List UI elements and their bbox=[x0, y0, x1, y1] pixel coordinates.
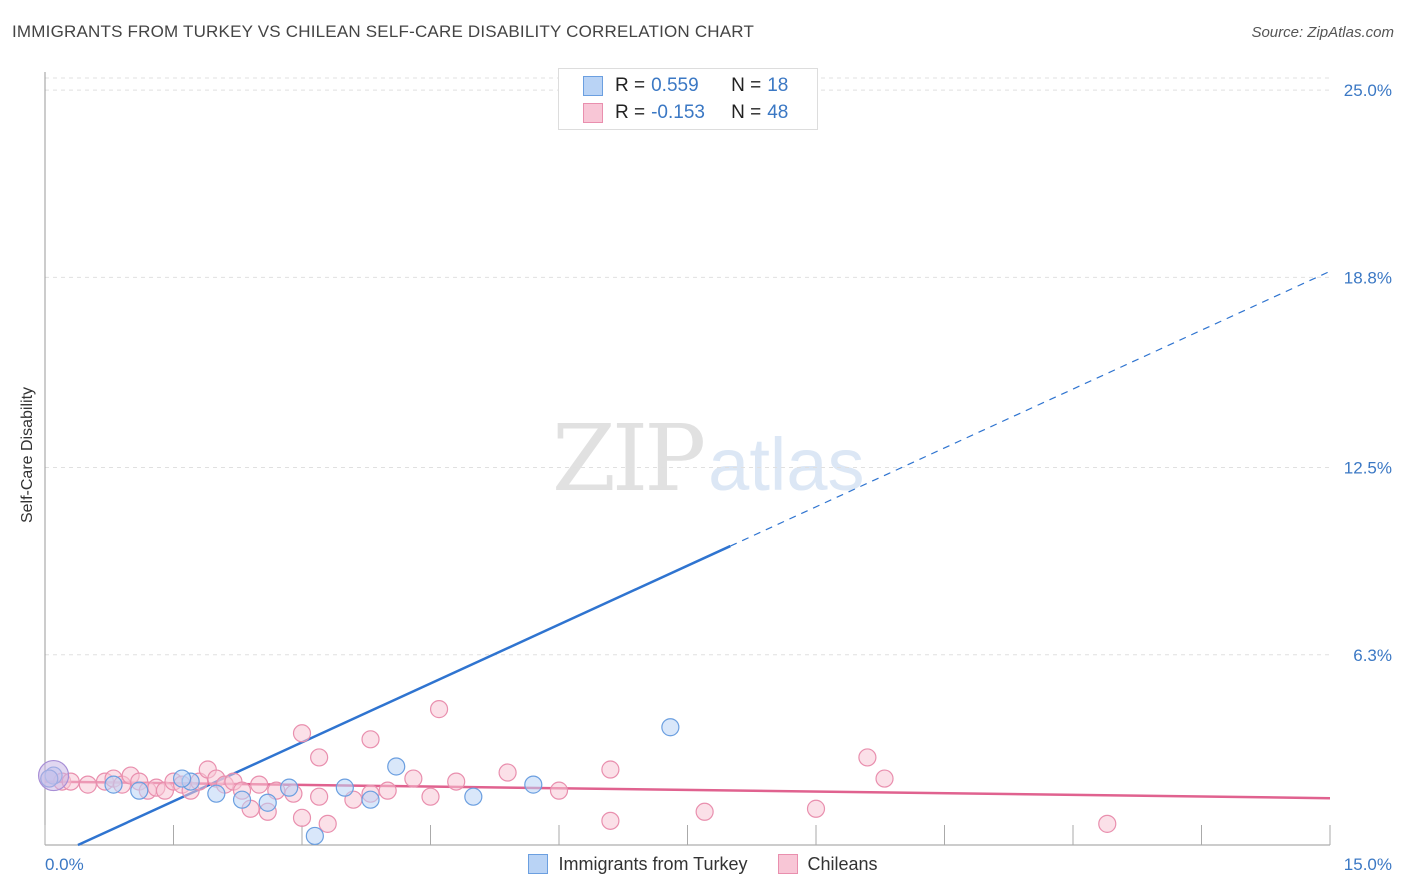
point-chileans bbox=[695, 802, 714, 821]
y-tick-label: 25.0% bbox=[1344, 81, 1392, 100]
chart-title: IMMIGRANTS FROM TURKEY VS CHILEAN SELF-C… bbox=[12, 22, 755, 41]
source-label: Source: ZipAtlas.com bbox=[1251, 24, 1394, 41]
data-points bbox=[37, 87, 1117, 846]
point-turkey bbox=[258, 793, 277, 812]
point-chileans bbox=[601, 811, 620, 830]
r-label: R = bbox=[615, 75, 646, 96]
legend-swatch-turkey bbox=[528, 854, 549, 874]
point-turkey bbox=[280, 778, 299, 797]
point-turkey bbox=[104, 775, 123, 794]
n-value: 48 bbox=[767, 102, 789, 123]
n-label: N = bbox=[731, 75, 762, 96]
point-chileans bbox=[601, 760, 620, 779]
point-chileans bbox=[361, 730, 380, 749]
point-turkey bbox=[661, 718, 680, 737]
point-chileans bbox=[250, 775, 269, 794]
y-tick-label: 12.5% bbox=[1344, 459, 1392, 478]
watermark-atlas: atlas bbox=[708, 423, 865, 506]
point-chileans bbox=[875, 769, 894, 788]
point-chileans bbox=[310, 787, 329, 806]
r-value: 0.559 bbox=[651, 75, 699, 96]
stats-legend: R = 0.559 N = 18 R = -0.153 N = 48 bbox=[558, 68, 818, 130]
point-chileans bbox=[310, 748, 329, 767]
point-turkey bbox=[207, 784, 226, 803]
watermark: ZIPatlas bbox=[552, 405, 864, 512]
point-cluster bbox=[37, 759, 70, 792]
legend-label-turkey: Immigrants from Turkey bbox=[558, 853, 748, 874]
stats-row-chileans: R = -0.153 N = 48 bbox=[583, 100, 788, 126]
point-chileans bbox=[292, 724, 312, 743]
trend-line-turkey bbox=[77, 544, 731, 847]
point-turkey bbox=[361, 790, 380, 809]
point-chileans bbox=[78, 775, 97, 794]
point-turkey bbox=[130, 781, 149, 800]
y-tick-label: 18.8% bbox=[1344, 268, 1392, 287]
legend-swatch-chileans bbox=[777, 854, 798, 874]
point-chileans bbox=[318, 814, 337, 833]
legend-item-turkey[interactable]: Immigrants from Turkey bbox=[528, 853, 748, 875]
r-value: -0.153 bbox=[651, 102, 705, 123]
legend-item-chileans[interactable]: Chileans bbox=[777, 853, 878, 875]
n-value: 18 bbox=[767, 75, 789, 96]
point-chileans bbox=[1098, 814, 1117, 833]
turkey-swatch bbox=[583, 76, 603, 96]
point-chileans bbox=[806, 799, 826, 818]
series-legend: Immigrants from Turkey Chileans bbox=[0, 850, 1406, 878]
point-chileans bbox=[447, 772, 466, 791]
point-turkey bbox=[305, 826, 324, 846]
gridlines bbox=[45, 77, 1330, 656]
point-chileans bbox=[429, 700, 449, 719]
trend-line-turkey-dashed bbox=[730, 270, 1331, 547]
watermark-zip: ZIP bbox=[552, 405, 706, 512]
point-chileans bbox=[378, 781, 397, 800]
point-turkey bbox=[464, 787, 483, 806]
point-turkey bbox=[172, 769, 192, 788]
point-turkey bbox=[387, 757, 406, 776]
point-turkey bbox=[524, 775, 543, 794]
tick-labels: 6.3% 12.5% 18.8% 25.0% 0.0% 15.0% bbox=[45, 81, 1392, 874]
trend-lines bbox=[44, 270, 1331, 847]
r-label: R = bbox=[615, 102, 646, 123]
axes bbox=[44, 72, 1331, 846]
chileans-swatch bbox=[583, 103, 603, 123]
point-chileans bbox=[858, 748, 877, 767]
stats-row-turkey: R = 0.559 N = 18 bbox=[583, 73, 788, 99]
x-tick-label: 15.0% bbox=[1344, 855, 1392, 874]
point-turkey bbox=[232, 790, 252, 809]
point-turkey bbox=[335, 778, 354, 797]
y-tick-label: 6.3% bbox=[1353, 646, 1392, 665]
legend-label-chileans: Chileans bbox=[807, 853, 878, 874]
point-chileans bbox=[421, 787, 440, 806]
point-chileans bbox=[549, 781, 569, 800]
x-tick-label: 0.0% bbox=[45, 855, 84, 874]
point-chileans bbox=[498, 763, 517, 782]
point-chileans bbox=[404, 769, 423, 788]
n-label: N = bbox=[731, 102, 762, 123]
point-chileans bbox=[292, 808, 312, 827]
